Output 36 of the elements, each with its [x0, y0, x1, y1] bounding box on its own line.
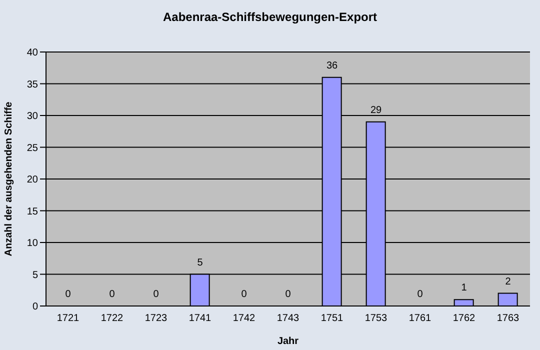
x-axis-title: Jahr — [277, 336, 299, 347]
x-tick-label: 1763 — [496, 313, 520, 324]
data-label: 1 — [461, 282, 468, 294]
data-label: 0 — [285, 289, 292, 300]
x-tick-label: 1753 — [364, 313, 388, 324]
x-tick-label: 1743 — [276, 313, 300, 324]
y-tick-label: 25 — [26, 142, 38, 154]
data-label: 29 — [370, 104, 382, 116]
y-tick-label: 15 — [26, 206, 38, 218]
y-axis-title: Anzahl der ausgehenden Schiffe — [4, 101, 15, 256]
data-label: 0 — [417, 289, 424, 300]
x-tick-label: 1751 — [320, 313, 344, 324]
y-tick-label: 10 — [26, 238, 38, 250]
x-tick-label: 1722 — [100, 313, 124, 324]
x-tick-label: 1721 — [56, 313, 80, 324]
x-tick-label: 1741 — [188, 313, 212, 324]
data-label: 0 — [65, 289, 72, 300]
data-label: 2 — [505, 276, 512, 288]
data-label: 36 — [326, 60, 338, 72]
x-tick-label: 1742 — [232, 313, 256, 324]
data-label: 0 — [109, 289, 116, 300]
y-tick-label: 30 — [26, 111, 38, 122]
y-tick-label: 40 — [26, 48, 38, 59]
y-tick-label: 20 — [26, 174, 38, 186]
chart-title: Aabenraa-Schiffsbewegungen-Export — [162, 10, 378, 24]
y-tick-label: 0 — [32, 302, 38, 313]
bar — [454, 299, 474, 306]
y-tick-label: 5 — [32, 270, 38, 281]
data-label: 5 — [197, 257, 204, 268]
x-tick-label: 1761 — [408, 313, 432, 324]
x-tick-label: 1723 — [144, 313, 168, 324]
data-label: 0 — [241, 289, 248, 300]
x-tick-label: 1762 — [452, 313, 476, 324]
y-tick-label: 35 — [26, 79, 38, 90]
bar — [498, 292, 518, 306]
data-label: 0 — [153, 289, 160, 300]
